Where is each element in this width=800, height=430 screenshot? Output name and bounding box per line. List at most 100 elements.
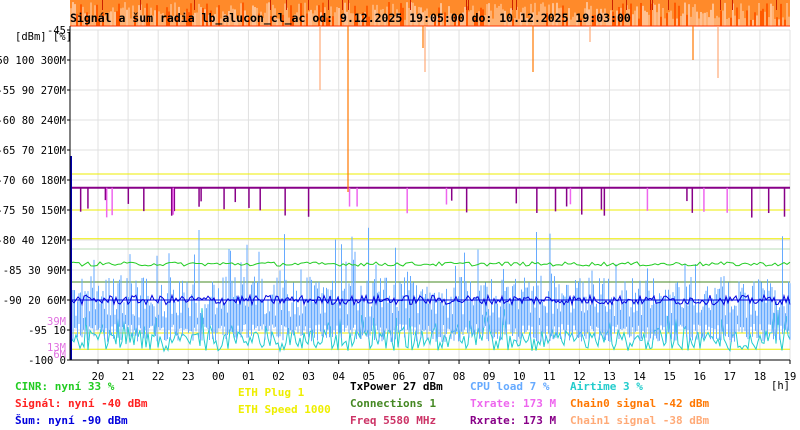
overflow-band-bar — [632, 14, 634, 26]
overflow-band-bar — [168, 11, 170, 26]
legend: CINR: nyní 33 % Signál: nyní -40 dBm Šum: … — [15, 380, 709, 427]
overflow-band-bar — [326, 17, 328, 26]
overflow-band-bar — [374, 9, 376, 27]
y-tick-label: -90 20 60M — [3, 295, 66, 307]
overflow-band-bar — [510, 8, 512, 27]
overflow-band-bar — [540, 3, 542, 27]
overflow-band-bar — [148, 16, 150, 26]
overflow-band-spike — [650, 0, 651, 10]
overflow-band-bar — [654, 4, 656, 26]
overflow-band-bar — [242, 2, 244, 27]
overflow-band-bar — [312, 13, 314, 26]
overflow-band-bar — [602, 12, 604, 26]
overflow-band-bar — [616, 10, 618, 26]
y-tick-label: -55 90 270M — [0, 85, 66, 97]
overflow-band-bar — [646, 12, 648, 26]
overflow-band-bar — [70, 8, 72, 27]
overflow-band-bar — [608, 18, 610, 26]
overflow-band-bar — [622, 3, 624, 26]
overflow-band-bar — [658, 3, 660, 26]
legend-item: TxPower 27 dBm — [350, 380, 443, 393]
overflow-band-bar — [308, 11, 310, 26]
overflow-band-bar — [414, 5, 416, 26]
overflow-band-bar — [352, 13, 354, 26]
overflow-band-bar — [580, 18, 582, 26]
overflow-band-bar — [530, 3, 532, 26]
overflow-band-bar — [728, 17, 730, 26]
overflow-band-bar — [292, 15, 294, 26]
overflow-band-bar — [322, 2, 324, 26]
overflow-band-bar — [712, 3, 714, 27]
overflow-band-bar — [754, 12, 756, 26]
overflow-band-bar — [128, 7, 130, 26]
overflow-band-bar — [424, 10, 426, 26]
x-tick-label: 06 — [393, 371, 406, 383]
overflow-band-bar — [628, 9, 630, 27]
overflow-band-bar — [82, 6, 84, 27]
overflow-band-spike — [668, 0, 669, 10]
overflow-band-bar — [260, 11, 262, 26]
overflow-band-bar — [710, 9, 712, 26]
x-tick-label: 17 — [723, 371, 736, 383]
overflow-band-bar — [94, 5, 96, 26]
x-tick-label: 13 — [603, 371, 616, 383]
overflow-band-bar — [626, 5, 628, 27]
overflow-band-bar — [544, 6, 546, 27]
overflow-band-bar — [552, 3, 554, 26]
overflow-band-bar — [412, 2, 414, 27]
x-tick-label: 18 — [754, 371, 767, 383]
overflow-band-bar — [550, 19, 552, 26]
overflow-band-bar — [262, 17, 264, 26]
overflow-band-bar — [442, 13, 444, 26]
overflow-band-bar — [548, 4, 550, 26]
overflow-band-bar — [258, 13, 260, 26]
overflow-band-bar — [610, 10, 612, 26]
overflow-band-bar — [590, 5, 592, 26]
y-tick-labels: -45 -50 100 300M -55 90 270M -60 80 240M -65… — [0, 25, 70, 367]
overflow-band-bar — [306, 13, 308, 26]
rate-tick-label: 39M — [47, 316, 66, 328]
x-tick-label: 20 — [92, 371, 105, 383]
overflow-band-bar — [586, 2, 588, 26]
overflow-band-bar — [774, 18, 776, 26]
legend-item: ETH Speed 1000 — [238, 403, 331, 416]
overflow-band-bar — [766, 3, 768, 26]
overflow-band-bar — [344, 2, 346, 27]
y-tick-label: -70 60 180M — [0, 175, 66, 187]
x-tick-label: 05 — [362, 371, 375, 383]
overflow-band-bar — [382, 8, 384, 26]
overflow-band-spike — [308, 0, 309, 10]
overflow-band-bar — [556, 2, 558, 27]
overflow-band-bar — [522, 7, 524, 26]
overflow-band-bar — [350, 13, 352, 26]
overflow-band-bar — [446, 15, 448, 26]
overflow-band-spike — [328, 0, 329, 10]
overflow-band-bar — [224, 14, 226, 26]
overflow-band-bar — [202, 7, 204, 26]
x-tick-label: 15 — [663, 371, 676, 383]
overflow-band-bar — [674, 2, 676, 27]
overflow-band-bar — [174, 2, 176, 27]
overflow-band-bar — [508, 16, 510, 26]
overflow-band-bar — [764, 11, 766, 26]
overflow-band-bar — [676, 18, 678, 26]
overflow-band-bar — [478, 11, 480, 26]
overflow-band-bar — [456, 15, 458, 26]
overflow-band-bar — [282, 14, 284, 26]
overflow-band-bar — [520, 12, 522, 26]
y-tick-label: -50 100 300M — [0, 55, 66, 67]
overflow-band-spike — [732, 0, 733, 10]
overflow-band-bar — [502, 9, 504, 26]
overflow-band-spike — [286, 0, 287, 10]
overflow-band-bar — [782, 17, 784, 26]
overflow-band-bar — [630, 3, 632, 26]
overflow-band-bar — [572, 16, 574, 26]
overflow-band-bar — [386, 6, 388, 26]
overflow-band-bar — [566, 19, 568, 26]
overflow-band-bar — [290, 5, 292, 26]
overflow-band-bar — [206, 3, 208, 27]
overflow-band-bar — [80, 4, 82, 26]
overflow-band-bar — [488, 3, 490, 26]
x-tick-label: 00 — [212, 371, 225, 383]
